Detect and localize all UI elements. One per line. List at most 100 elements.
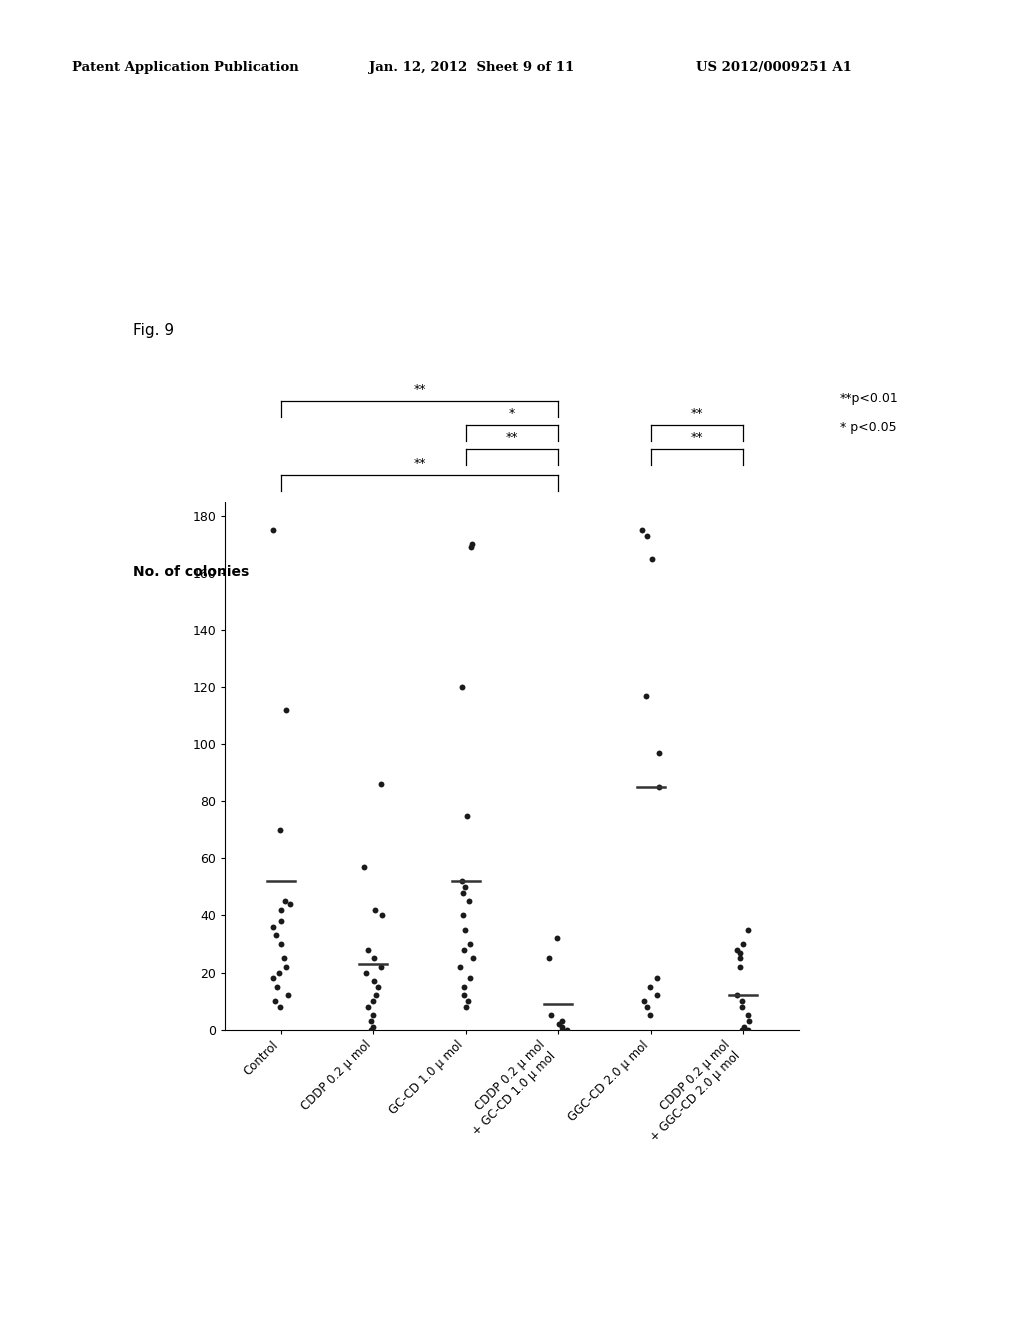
Point [282, 894, 298, 915]
Point [740, 1005, 757, 1026]
Point [543, 1005, 559, 1026]
Point [462, 933, 478, 954]
Point [457, 985, 473, 1006]
Point [275, 948, 292, 969]
Point [554, 1016, 570, 1038]
Point [452, 956, 468, 977]
Point [735, 1016, 752, 1038]
Point [457, 876, 473, 898]
Point [264, 968, 281, 989]
Point [367, 899, 383, 920]
Point [358, 962, 375, 983]
Point [651, 742, 668, 763]
Point [359, 997, 376, 1018]
Point [464, 533, 480, 554]
Point [639, 997, 655, 1018]
Point [458, 997, 474, 1018]
Point [462, 968, 478, 989]
Point [373, 774, 389, 795]
Text: * p<0.05: * p<0.05 [840, 421, 896, 434]
Point [370, 977, 386, 998]
Point [457, 919, 473, 940]
Point [365, 1016, 381, 1038]
Text: Patent Application Publication: Patent Application Publication [72, 61, 298, 74]
Text: **: ** [414, 457, 426, 470]
Point [265, 520, 282, 541]
Point [362, 1019, 379, 1040]
Point [642, 977, 658, 998]
Text: **p<0.01: **p<0.01 [840, 392, 898, 405]
Point [365, 990, 381, 1011]
Point [649, 968, 666, 989]
Point [360, 939, 377, 960]
Point [639, 525, 655, 546]
Point [268, 925, 285, 946]
Point [734, 997, 751, 1018]
Point [455, 882, 471, 903]
Point [369, 985, 385, 1006]
Point [460, 990, 476, 1011]
Text: US 2012/0009251 A1: US 2012/0009251 A1 [696, 61, 852, 74]
Point [731, 956, 748, 977]
Point [365, 1005, 381, 1026]
Point [651, 776, 668, 797]
Point [356, 857, 373, 878]
Point [270, 962, 287, 983]
Point [735, 933, 752, 954]
Point [541, 948, 557, 969]
Point [740, 1019, 757, 1040]
Point [558, 1019, 574, 1040]
Point [373, 956, 389, 977]
Point [374, 906, 390, 927]
Point [279, 956, 295, 977]
Point [461, 891, 477, 912]
Point [362, 1011, 379, 1032]
Point [268, 977, 285, 998]
Point [638, 685, 654, 706]
Point [728, 939, 744, 960]
Point [732, 942, 749, 964]
Text: Fig. 9: Fig. 9 [133, 323, 174, 338]
Point [278, 700, 294, 721]
Point [271, 820, 288, 841]
Point [549, 928, 565, 949]
Point [273, 899, 290, 920]
Point [264, 916, 281, 937]
Point [272, 933, 289, 954]
Point [276, 891, 293, 912]
Point [456, 939, 472, 960]
Point [463, 537, 479, 558]
Point [551, 1014, 567, 1035]
Point [644, 548, 660, 569]
Point [465, 948, 481, 969]
Point [454, 871, 470, 892]
Point [366, 948, 382, 969]
Point [366, 970, 382, 991]
Text: **: ** [414, 383, 426, 396]
Text: **: ** [691, 430, 703, 444]
Text: Jan. 12, 2012  Sheet 9 of 11: Jan. 12, 2012 Sheet 9 of 11 [369, 61, 573, 74]
Point [553, 1019, 569, 1040]
Point [454, 677, 470, 698]
Point [642, 1005, 658, 1026]
Point [636, 990, 652, 1011]
Point [734, 1019, 751, 1040]
Text: *: * [509, 407, 515, 420]
Point [634, 520, 650, 541]
Point [456, 977, 472, 998]
Point [649, 985, 666, 1006]
Point [459, 805, 475, 826]
Point [740, 1011, 757, 1032]
Point [739, 919, 756, 940]
Point [271, 997, 288, 1018]
Text: No. of colonies: No. of colonies [133, 565, 250, 579]
Point [455, 906, 471, 927]
Point [733, 990, 750, 1011]
Text: **: ** [691, 407, 703, 420]
Point [267, 990, 284, 1011]
Point [732, 948, 749, 969]
Point [554, 1011, 570, 1032]
Point [272, 911, 289, 932]
Point [281, 985, 297, 1006]
Text: **: ** [506, 430, 518, 444]
